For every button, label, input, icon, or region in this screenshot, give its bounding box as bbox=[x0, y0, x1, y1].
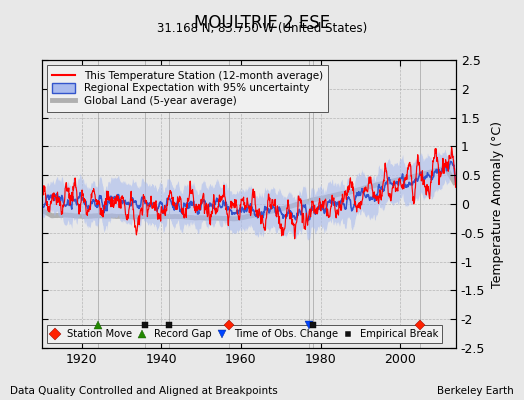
Text: Berkeley Earth: Berkeley Earth bbox=[437, 386, 514, 396]
Legend: Station Move, Record Gap, Time of Obs. Change, Empirical Break: Station Move, Record Gap, Time of Obs. C… bbox=[47, 325, 442, 343]
Y-axis label: Temperature Anomaly (°C): Temperature Anomaly (°C) bbox=[491, 120, 504, 288]
Text: 31.168 N, 83.750 W (United States): 31.168 N, 83.750 W (United States) bbox=[157, 22, 367, 35]
Text: Data Quality Controlled and Aligned at Breakpoints: Data Quality Controlled and Aligned at B… bbox=[10, 386, 278, 396]
Text: MOULTRIE 2 ESE: MOULTRIE 2 ESE bbox=[194, 14, 330, 32]
